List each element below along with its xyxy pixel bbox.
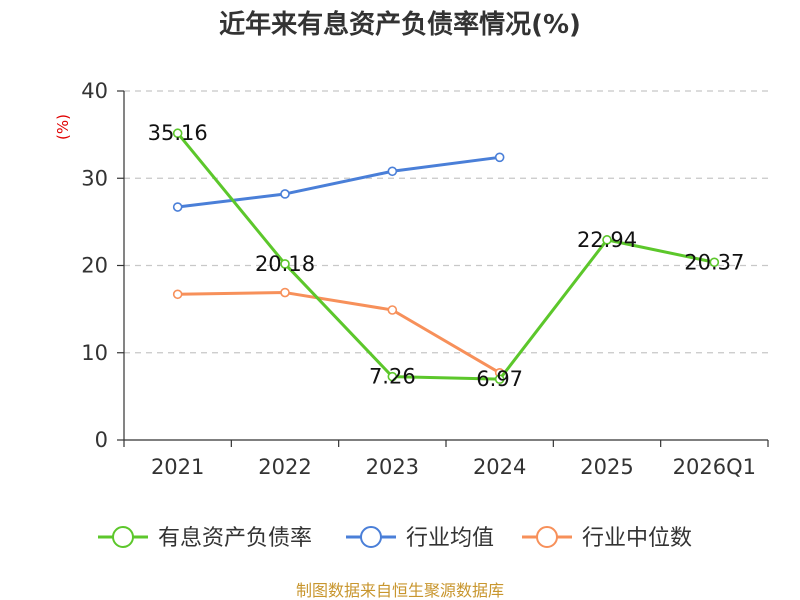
series-line-1 <box>177 155 500 209</box>
data-label: 20.37 <box>684 250 744 274</box>
legend-marker <box>112 526 134 548</box>
data-point-0-5 <box>709 257 720 268</box>
legend-item-1[interactable]: 行业均值 <box>346 526 494 551</box>
data-source-note: 制图数据来自恒生聚源数据库 <box>296 581 504 600</box>
y-tick-label: 10 <box>81 341 108 365</box>
chart-title: 近年来有息资产负债率情况(%) <box>219 9 581 40</box>
gridlines <box>124 90 768 354</box>
data-point-0-4 <box>602 235 612 245</box>
y-tick-label: 40 <box>81 79 108 103</box>
legend-marker <box>536 526 558 548</box>
y-tick-label: 0 <box>95 428 108 452</box>
data-point-1-2 <box>387 166 398 177</box>
data-point-2-1 <box>280 287 290 298</box>
legend-label: 有息资产负债率 <box>158 526 312 551</box>
data-point-0-1 <box>280 259 290 269</box>
legend-label: 行业均值 <box>406 526 494 551</box>
legend-marker <box>360 526 382 548</box>
legend[interactable]: 有息资产负债率 行业均值 行业中位数 <box>98 526 692 551</box>
x-tick-label: 2026Q1 <box>673 455 756 479</box>
series-line-2 <box>177 291 501 375</box>
data-label: 7.26 <box>369 365 416 389</box>
axes: 0 10 20 30 40 2021 2022 2023 2024 2025 2026Q1 <box>81 79 769 479</box>
data-label: 35.16 <box>148 121 208 145</box>
data-point-1-0 <box>172 202 183 212</box>
data-label: 6.97 <box>476 367 523 391</box>
legend-item-2[interactable]: 行业中位数 <box>522 526 692 551</box>
series-line-0 <box>176 132 715 381</box>
y-tick-label: 30 <box>81 166 108 190</box>
x-tick-label: 2021 <box>151 455 204 479</box>
x-tick-label: 2024 <box>473 455 526 479</box>
x-tick-label: 2025 <box>580 455 633 479</box>
data-labels: 35.16 20.18 7.26 6.97 22.94 20.37 <box>148 121 745 391</box>
data-point-0-0 <box>172 128 183 139</box>
y-axis-unit: (%) <box>54 114 72 140</box>
x-tick-label: 2022 <box>258 455 311 479</box>
legend-label: 行业中位数 <box>582 526 692 551</box>
data-point-0-3 <box>494 374 505 384</box>
data-point-2-2 <box>387 305 398 315</box>
legend-item-0[interactable]: 有息资产负债率 <box>98 526 312 551</box>
data-label: 22.94 <box>577 228 637 252</box>
data-point-0-2 <box>387 371 398 382</box>
series-lines <box>172 128 720 384</box>
x-tick-label: 2023 <box>366 455 419 479</box>
data-point-1-1 <box>280 189 290 199</box>
data-label: 20.18 <box>255 252 315 276</box>
y-tick-label: 20 <box>81 254 108 278</box>
data-point-2-0 <box>172 289 183 300</box>
data-point-1-3 <box>494 152 505 163</box>
